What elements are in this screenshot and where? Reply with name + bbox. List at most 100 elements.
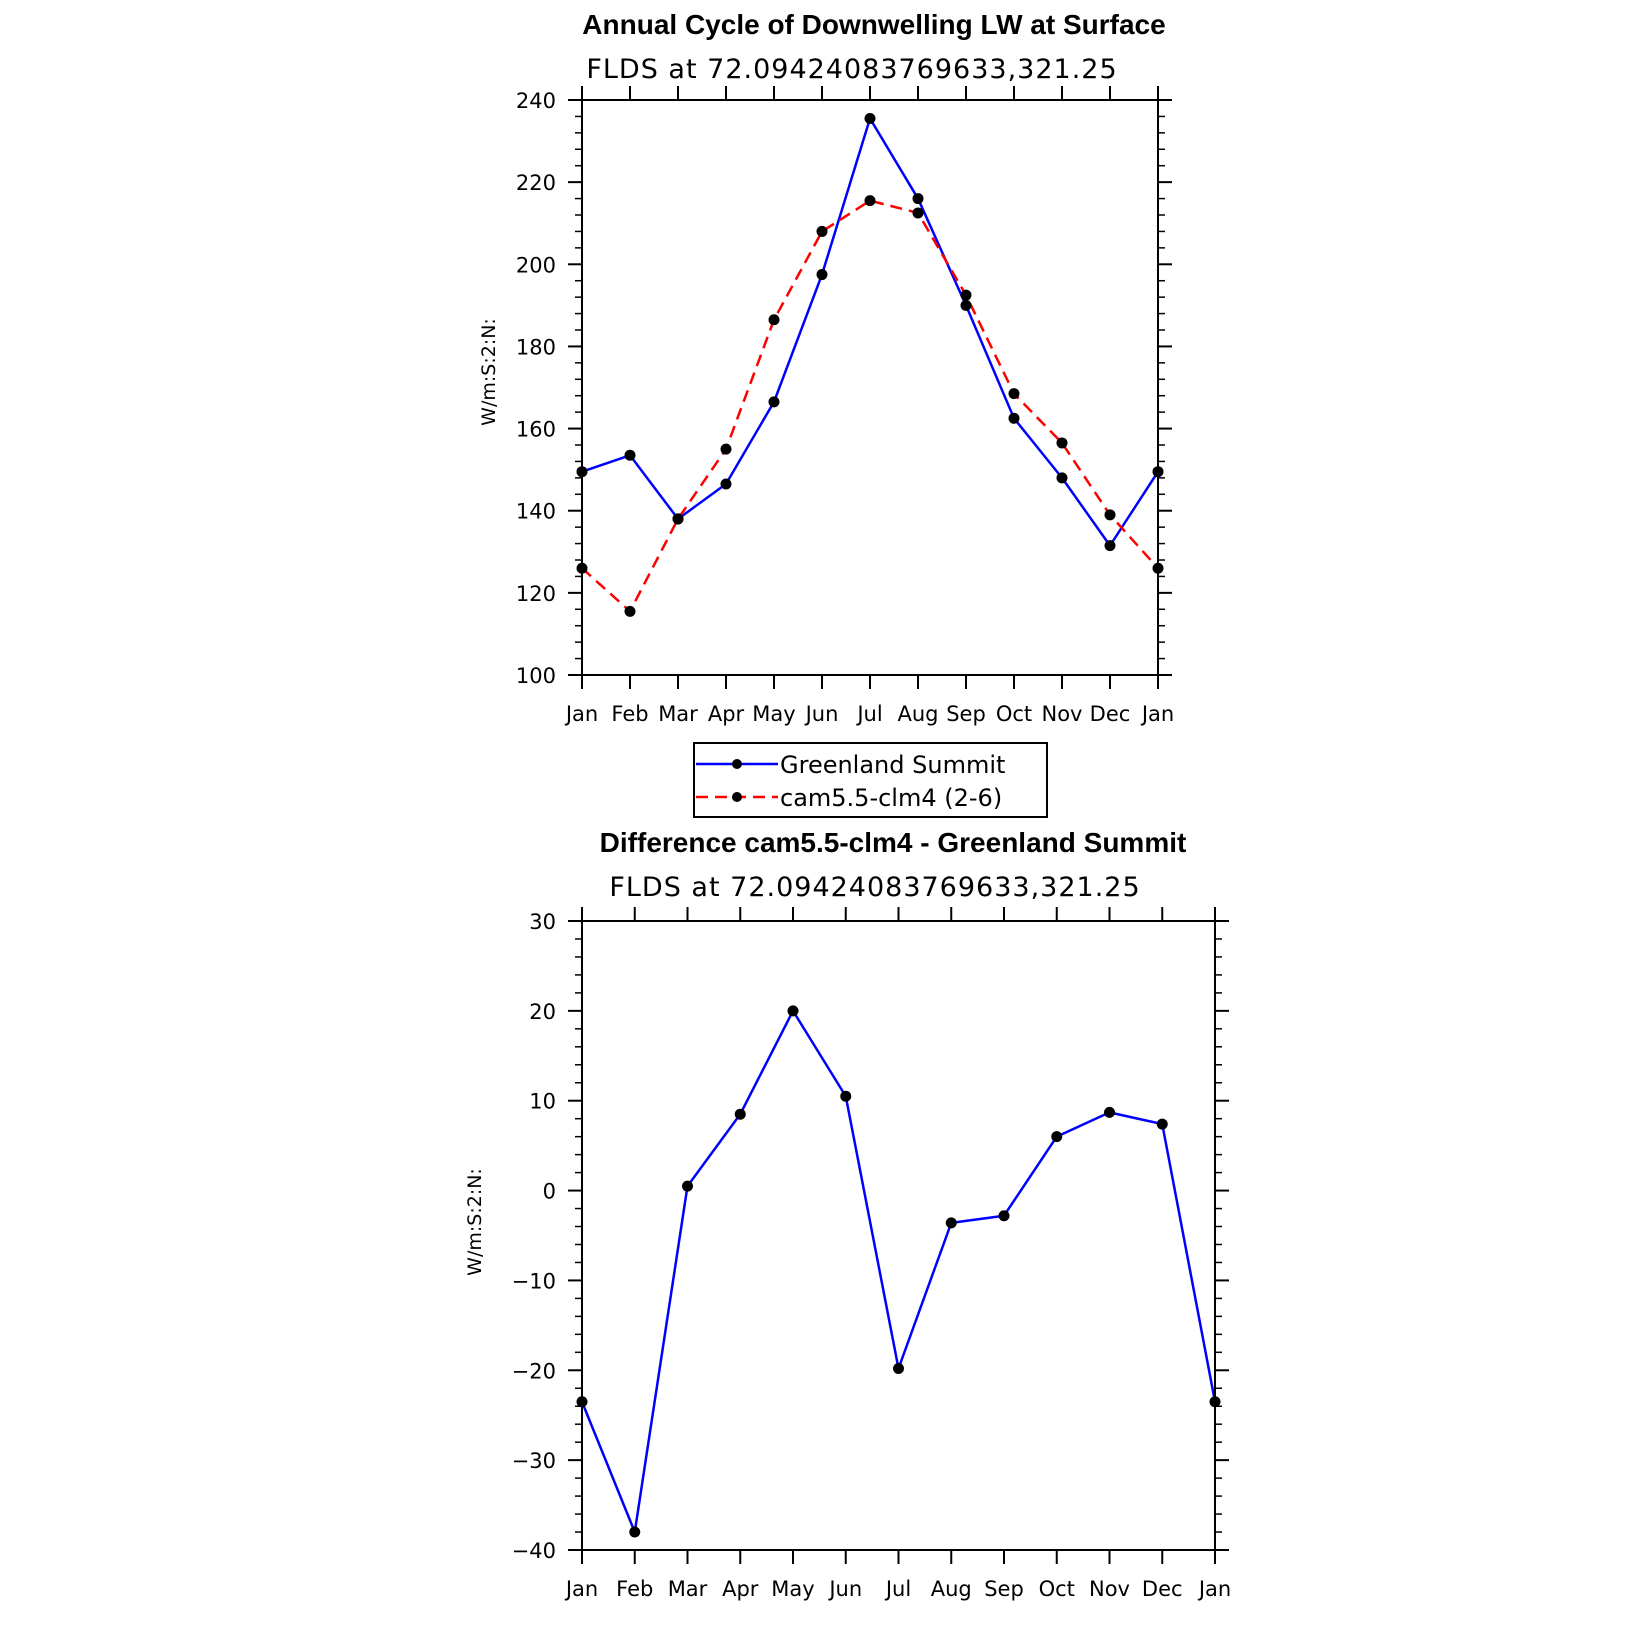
data-point — [1104, 540, 1116, 552]
y-tick-label: 100 — [516, 664, 556, 688]
x-tick-label: Aug — [897, 702, 938, 726]
y-tick-label: −30 — [512, 1449, 556, 1473]
series-layer — [576, 112, 1164, 617]
data-point — [998, 1210, 1010, 1222]
data-point — [720, 443, 732, 455]
data-point — [734, 1108, 746, 1120]
x-tick-label: Apr — [722, 1577, 759, 1601]
x-tick-label: Dec — [1090, 702, 1131, 726]
series-line — [580, 1009, 1217, 1534]
x-tick-label: Sep — [984, 1577, 1024, 1601]
x-tick-label: Feb — [611, 702, 648, 726]
x-tick-label: Oct — [996, 702, 1032, 726]
legend-entry-greenland-summit: Greenland Summit — [696, 751, 1005, 779]
y-tick-label: 30 — [529, 910, 556, 934]
data-point — [912, 207, 924, 219]
data-point — [768, 314, 780, 326]
plot-frame — [581, 920, 1216, 1551]
data-point — [960, 299, 972, 311]
legend-label: cam5.5-clm4 (2-6) — [780, 784, 1002, 812]
y-tick-label: −20 — [512, 1359, 556, 1383]
y-tick-label: 160 — [516, 418, 556, 442]
legend-marker — [732, 792, 742, 802]
legend-label: Greenland Summit — [780, 751, 1005, 779]
legend-box — [693, 742, 1048, 818]
data-point — [624, 605, 636, 617]
data-point — [816, 269, 828, 281]
series-line — [581, 117, 1160, 547]
x-tick-label: Mar — [658, 702, 698, 726]
y-axis-label: W/m:S:2:N: — [464, 1168, 486, 1276]
plot-frame — [581, 99, 1159, 676]
x-tick-label: Nov — [1042, 702, 1083, 726]
difference-chart: Difference cam5.5-clm4 - Greenland Summi… — [464, 827, 1231, 1601]
data-point — [945, 1217, 957, 1229]
x-tick-label: Apr — [708, 702, 745, 726]
chart-subtitle: FLDS at 72.09424083769633,321.25 — [609, 872, 1140, 903]
y-tick-label: −10 — [512, 1269, 556, 1293]
series-layer — [576, 1005, 1221, 1538]
data-point — [787, 1005, 799, 1017]
data-point — [624, 449, 636, 461]
y-tick-label: 0 — [543, 1180, 556, 1204]
chart-title: Annual Cycle of Downwelling LW at Surfac… — [582, 9, 1165, 40]
x-tick-label: Jun — [804, 702, 839, 726]
data-point — [768, 396, 780, 408]
data-point — [720, 478, 732, 490]
y-tick-label: 220 — [516, 171, 556, 195]
x-tick-label: Jul — [855, 702, 882, 726]
legend: Greenland Summit cam5.5-clm4 (2-6) — [693, 742, 1048, 818]
data-point — [1104, 1106, 1115, 1118]
x-tick-label: Feb — [616, 1577, 653, 1601]
data-point — [840, 1090, 852, 1102]
x-tick-label: Jun — [827, 1577, 862, 1601]
x-tick-label: Aug — [931, 1577, 972, 1601]
y-tick-label: 200 — [516, 253, 556, 277]
data-point — [682, 1180, 693, 1192]
axes-layer: Jan Feb Mar Apr May Jun Jul Aug Sep Oct Nov Dec Jan−… — [512, 907, 1231, 1601]
x-tick-label: Nov — [1089, 1577, 1130, 1601]
y-tick-label: 240 — [516, 89, 556, 113]
axes-layer: Jan Feb Mar Apr May Jun Jul Aug Sep Oct Nov Dec Jan 1… — [516, 86, 1174, 726]
x-tick-label: May — [752, 702, 795, 726]
data-point — [912, 193, 924, 205]
y-tick-label: 180 — [516, 335, 556, 359]
data-point — [629, 1526, 641, 1538]
data-point — [1104, 509, 1116, 521]
data-point — [1056, 437, 1068, 449]
x-tick-label: Mar — [668, 1577, 708, 1601]
data-point — [1051, 1131, 1063, 1143]
chart-subtitle: FLDS at 72.09424083769633,321.25 — [586, 54, 1117, 85]
data-point — [816, 225, 828, 237]
chart-title: Difference cam5.5-clm4 - Greenland Summi… — [600, 827, 1187, 858]
y-tick-label: 10 — [529, 1090, 556, 1114]
annual-cycle-chart: Annual Cycle of Downwelling LW at Surfac… — [478, 9, 1174, 726]
data-point — [1008, 412, 1020, 424]
data-point — [672, 513, 684, 525]
data-point — [893, 1362, 904, 1374]
data-point — [1156, 1118, 1168, 1130]
legend-marker — [732, 759, 742, 769]
x-tick-label: Jan — [1140, 702, 1174, 726]
data-point — [1008, 388, 1020, 400]
series-line — [581, 199, 1159, 613]
x-tick-label: Jan — [1197, 1577, 1231, 1601]
data-point — [864, 112, 876, 124]
x-tick-label: Sep — [946, 702, 986, 726]
x-tick-label: Jan — [564, 1577, 598, 1601]
y-tick-label: 120 — [516, 582, 556, 606]
data-point — [960, 289, 972, 301]
y-tick-label: 140 — [516, 500, 556, 524]
x-tick-label: Oct — [1039, 1577, 1075, 1601]
y-axis-label: W/m:S:2:N: — [478, 318, 500, 426]
data-point — [864, 195, 876, 207]
legend-entry-cam55-clm4: cam5.5-clm4 (2-6) — [696, 784, 1002, 812]
x-tick-label: Jul — [884, 1577, 911, 1601]
data-point — [1056, 472, 1068, 484]
x-tick-label: May — [771, 1577, 814, 1601]
x-tick-label: Dec — [1142, 1577, 1183, 1601]
x-tick-label: Jan — [564, 702, 598, 726]
y-tick-label: −40 — [512, 1539, 556, 1563]
y-tick-label: 20 — [529, 1000, 556, 1024]
